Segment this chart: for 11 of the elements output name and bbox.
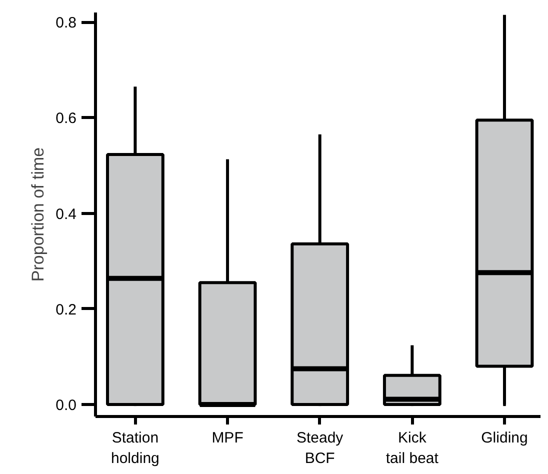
y-tick-label: 0.2 bbox=[56, 301, 77, 318]
y-tick-label: 0.6 bbox=[56, 110, 77, 128]
y-tick-label: 0.4 bbox=[56, 206, 77, 223]
y-axis-title: Proportion of time bbox=[28, 147, 48, 282]
x-tick-label: Gliding bbox=[481, 430, 528, 446]
y-tick-label: 0.8 bbox=[56, 14, 77, 32]
x-tick-label: Kick tail beat bbox=[386, 430, 440, 467]
x-tick-label: Steady BCF bbox=[296, 430, 344, 467]
y-tick-label: 0.0 bbox=[56, 397, 77, 414]
x-tick-label: MPF bbox=[212, 430, 244, 446]
x-tick-label: Station holding bbox=[111, 430, 160, 467]
